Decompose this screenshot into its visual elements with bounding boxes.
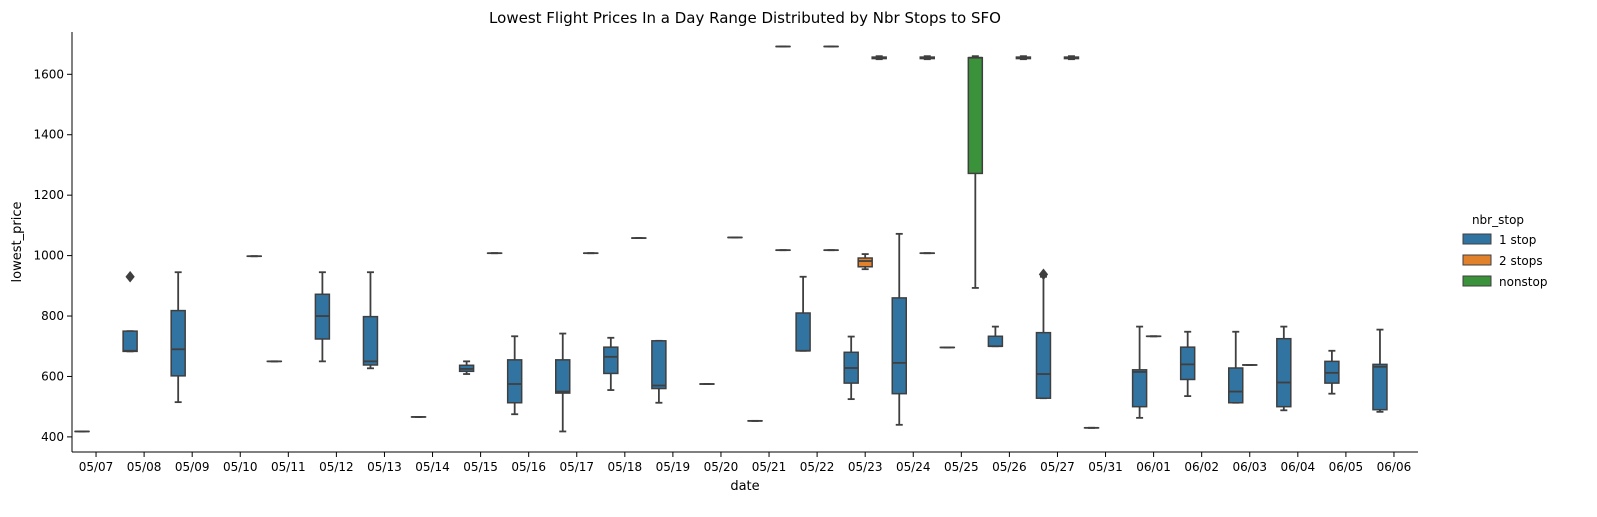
legend-label-nonstop: nonstop (1499, 275, 1547, 289)
x-tick-label: 05/19 (656, 460, 691, 474)
x-axis-label: date (730, 479, 759, 494)
x-tick-label: 05/26 (992, 460, 1027, 474)
legend-swatch-2-stops (1463, 255, 1491, 265)
iqr-box (1133, 370, 1147, 407)
iqr-box (968, 58, 982, 174)
box-nonstop-05-27 (1064, 56, 1078, 59)
iqr-box (1229, 368, 1243, 403)
legend-label-1-stop: 1 stop (1499, 233, 1536, 247)
x-tick-label: 05/11 (271, 460, 306, 474)
iqr-box (1181, 347, 1195, 379)
y-tick-label: 400 (41, 430, 64, 444)
box-1-stop-06-02 (1181, 332, 1195, 396)
iqr-box (796, 313, 810, 351)
box-1-stop-05-26 (988, 327, 1002, 347)
box-nonstop-05-24 (920, 56, 934, 59)
box-nonstop-05-25 (968, 56, 982, 288)
x-tick-label: 06/01 (1136, 460, 1171, 474)
x-tick-label: 05/16 (511, 460, 546, 474)
box-1-stop-05-22 (796, 277, 810, 351)
x-tick-label: 05/09 (175, 460, 210, 474)
box-1-stop-05-19 (652, 341, 666, 403)
x-tick-label: 05/20 (704, 460, 739, 474)
iqr-box (892, 298, 906, 394)
iqr-box (1277, 339, 1291, 407)
y-tick-label: 1000 (33, 249, 64, 263)
iqr-box (123, 331, 137, 351)
x-tick-label: 06/03 (1232, 460, 1267, 474)
box-nonstop-05-26 (1016, 56, 1030, 59)
x-tick-label: 05/08 (127, 460, 162, 474)
box-2-stops-05-23 (858, 254, 872, 269)
box-1-stop-05-15 (460, 361, 474, 374)
box-1-stop-05-23 (844, 337, 858, 400)
plot-area (75, 47, 1387, 432)
y-tick-label: 1600 (33, 67, 64, 81)
box-1-stop-05-08 (123, 272, 137, 352)
x-tick-label: 06/04 (1281, 460, 1316, 474)
y-tick-label: 600 (41, 369, 64, 383)
box-1-stop-05-09 (171, 272, 185, 402)
x-tick-label: 05/24 (896, 460, 931, 474)
x-tick-label: 05/18 (608, 460, 643, 474)
x-tick-label: 05/31 (1088, 460, 1123, 474)
legend-swatch-nonstop (1463, 276, 1491, 286)
x-tick-label: 05/22 (800, 460, 835, 474)
box-1-stop-05-27 (1036, 269, 1050, 398)
x-tick-label: 05/25 (944, 460, 979, 474)
box-1-stop-05-13 (363, 272, 377, 368)
iqr-box (171, 311, 185, 376)
x-tick-label: 06/02 (1184, 460, 1219, 474)
x-tick-label: 05/21 (752, 460, 787, 474)
y-axis-label: lowest_price (10, 202, 25, 283)
box-1-stop-06-05 (1325, 351, 1339, 394)
legend-label-2-stops: 2 stops (1499, 254, 1543, 268)
legend-title: nbr_stop (1472, 213, 1524, 227)
x-tick-label: 05/15 (463, 460, 498, 474)
iqr-box (363, 317, 377, 365)
box-1-stop-05-24 (892, 234, 906, 425)
x-tick-label: 05/23 (848, 460, 883, 474)
box-1-stop-06-04 (1277, 327, 1291, 411)
x-tick-label: 05/17 (559, 460, 594, 474)
box-1-stop-05-12 (315, 272, 329, 361)
iqr-box (988, 336, 1002, 346)
iqr-box (652, 341, 666, 389)
box-1-stop-06-03 (1229, 332, 1243, 403)
box-1-stop-06-01 (1133, 327, 1147, 418)
iqr-box (508, 360, 522, 403)
x-tick-label: 05/27 (1040, 460, 1075, 474)
iqr-box (858, 258, 872, 267)
iqr-box (1036, 333, 1050, 399)
x-tick-label: 05/14 (415, 460, 450, 474)
x-tick-label: 05/07 (79, 460, 114, 474)
legend: nbr_stop 1 stop 2 stops nonstop (1463, 213, 1547, 289)
box-1-stop-05-17 (556, 334, 570, 432)
iqr-box (1373, 364, 1387, 409)
outlier-point (126, 272, 134, 282)
box-1-stop-06-06 (1373, 330, 1387, 412)
y-tick-label: 1400 (33, 128, 64, 142)
iqr-box (556, 360, 570, 393)
x-tick-label: 05/12 (319, 460, 354, 474)
outlier-point (1039, 269, 1047, 279)
x-tick-label: 06/06 (1377, 460, 1412, 474)
x-tick-label: 05/13 (367, 460, 402, 474)
y-tick-label: 800 (41, 309, 64, 323)
chart-title: Lowest Flight Prices In a Day Range Dist… (489, 9, 1001, 27)
box-1-stop-05-18 (604, 338, 618, 390)
box-1-stop-05-16 (508, 336, 522, 414)
box-nonstop-05-23 (872, 56, 886, 59)
legend-swatch-1-stop (1463, 234, 1491, 244)
iqr-box (604, 347, 618, 373)
x-tick-label: 05/10 (223, 460, 258, 474)
y-tick-label: 1200 (33, 188, 64, 202)
axes: 400 600 800 1000 1200 1400 1600 05/07 05/08 05/09… (33, 32, 1418, 474)
x-tick-label: 06/05 (1329, 460, 1364, 474)
